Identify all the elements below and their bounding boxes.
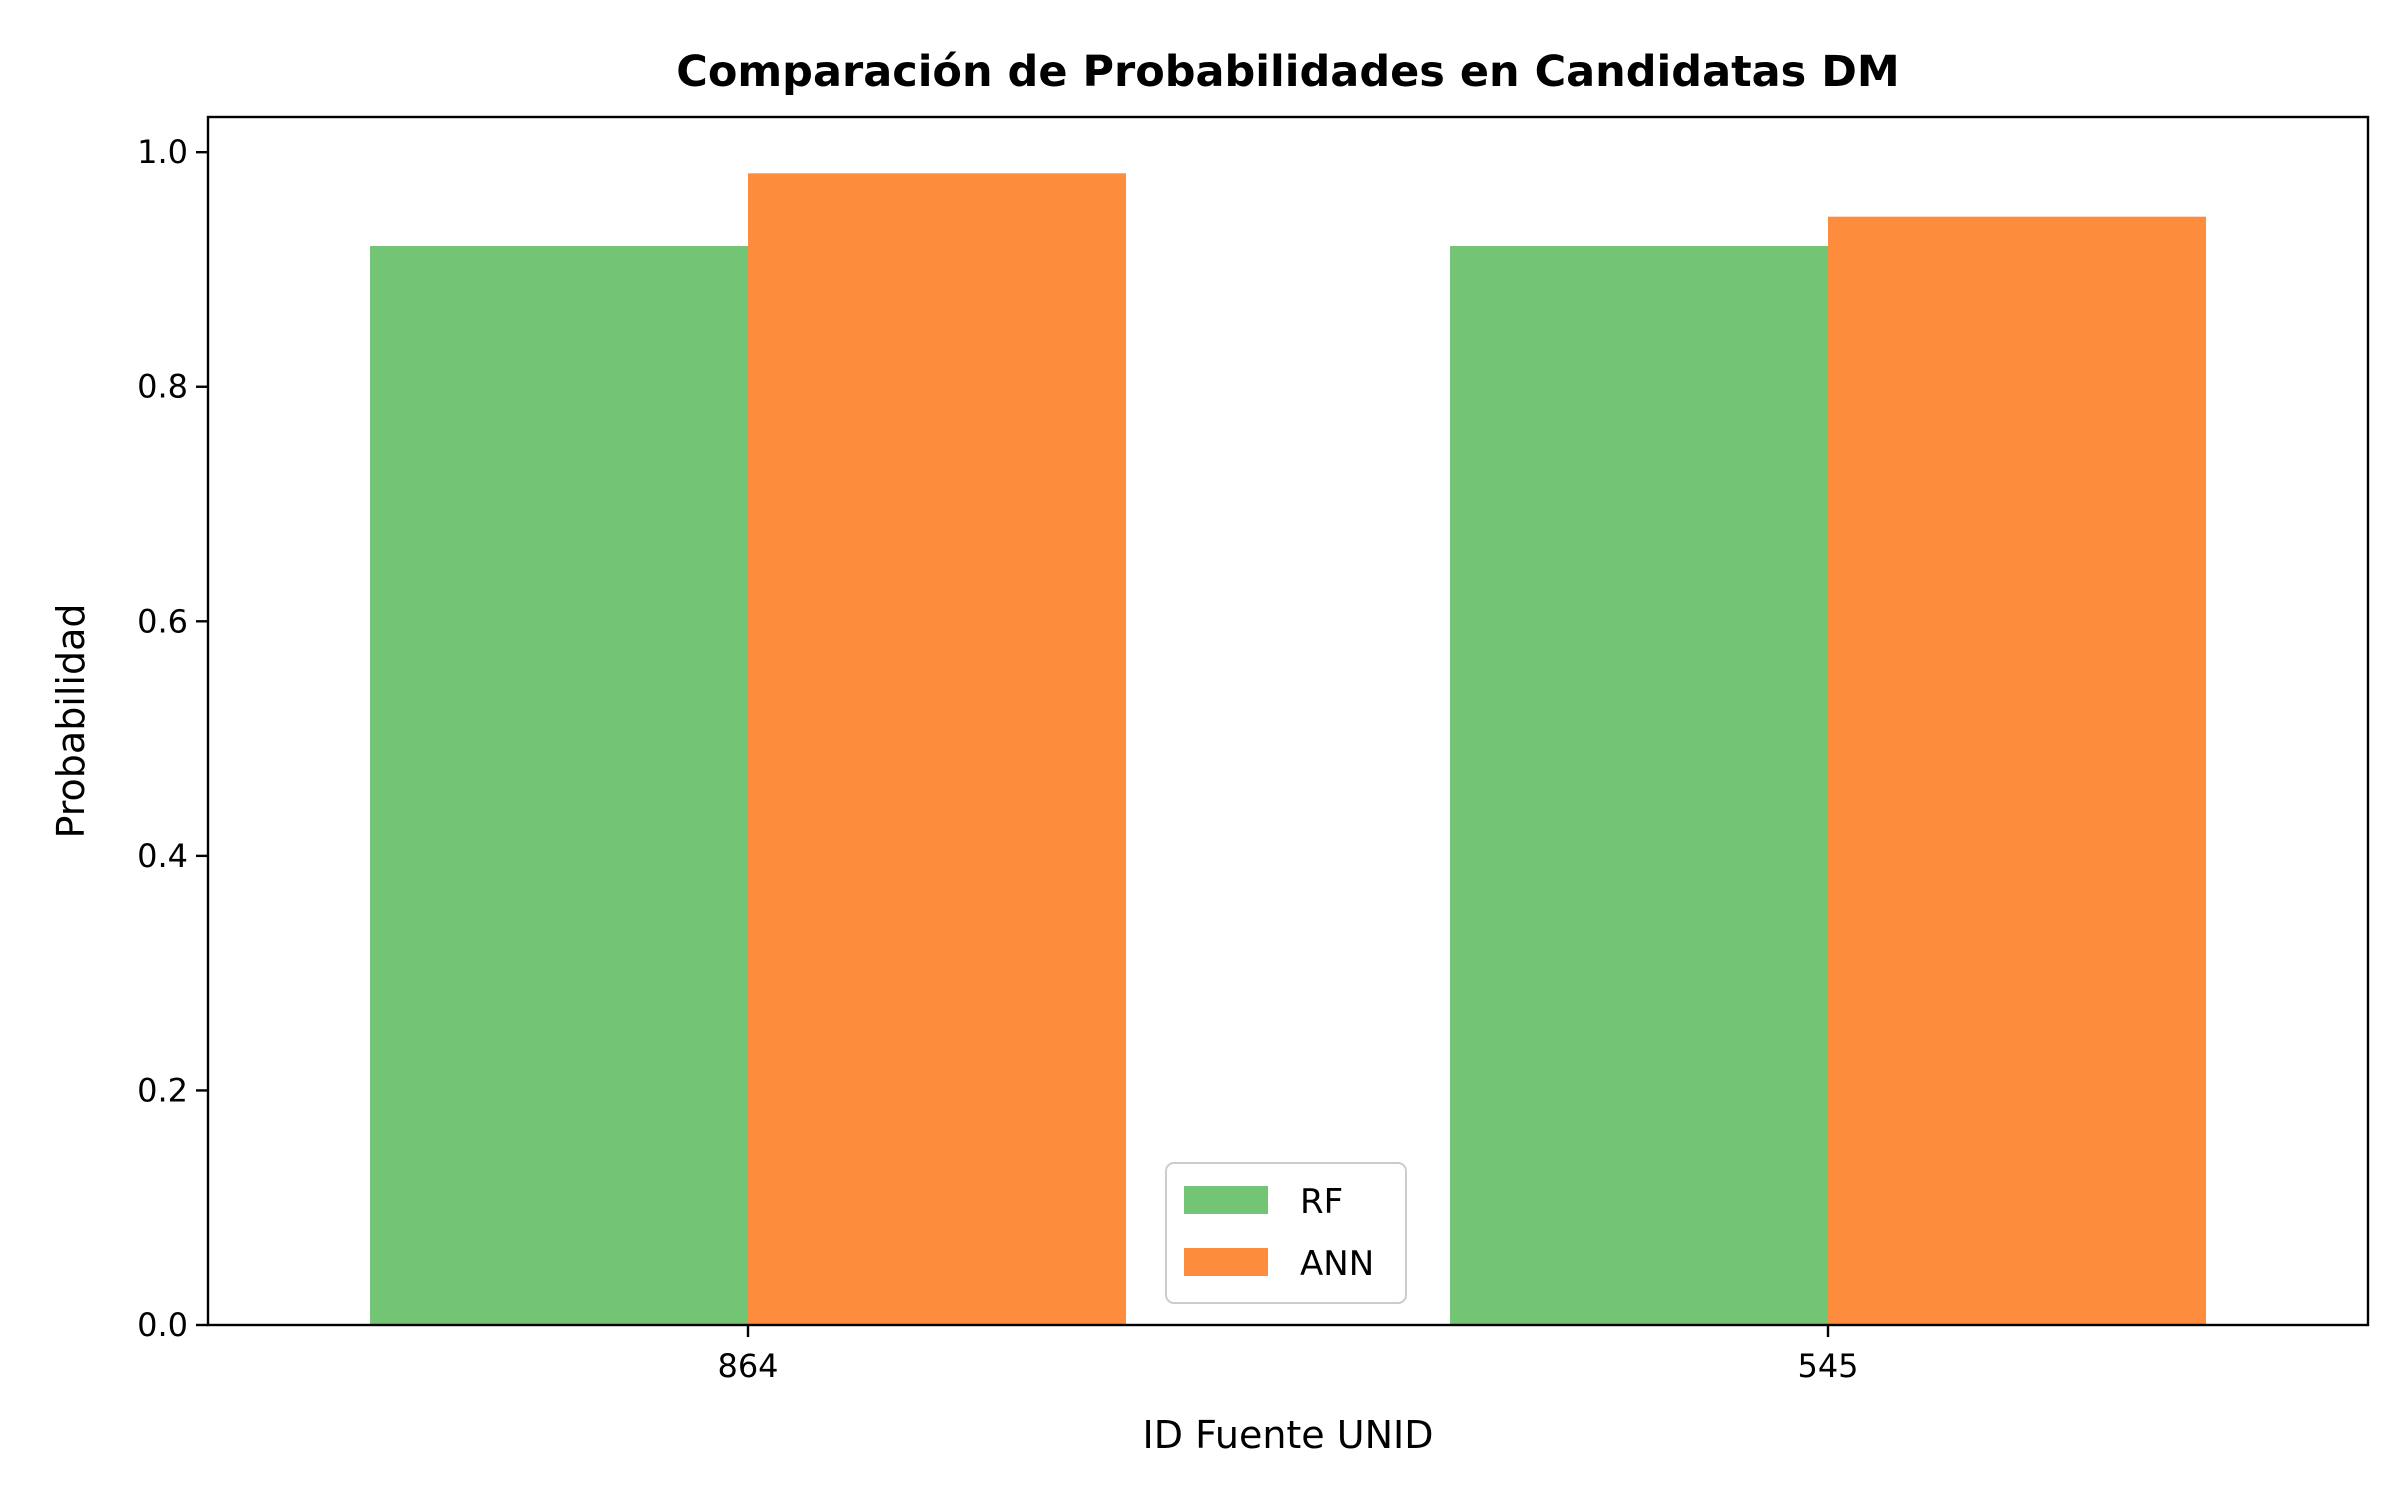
bar-rf-545 [1450,246,1828,1325]
legend-label-ann: ANN [1300,1244,1374,1284]
y-tick-label: 1.0 [137,133,188,171]
bars-group [370,173,2206,1325]
x-axis-label: ID Fuente UNID [1143,1413,1434,1457]
chart-title: Comparación de Probabilidades en Candida… [676,47,1899,97]
bar-rf-864 [370,246,748,1325]
legend-swatch-rf [1184,1186,1268,1214]
x-tick-label: 545 [1797,1347,1858,1385]
x-axis-ticks: 864 545 [717,1325,1859,1385]
y-tick-label: 0.8 [137,368,188,406]
plot-area-frame [206,115,2370,1327]
legend-swatch-ann [1184,1248,1268,1276]
legend-label-rf: RF [1300,1182,1343,1222]
y-axis-ticks: 0.0 0.2 0.4 0.6 0.8 1.0 [137,133,208,1344]
y-tick-label: 0.0 [137,1306,188,1344]
legend: RF ANN [1165,1162,1407,1304]
bar-ann-864 [748,173,1126,1325]
y-axis-label: Probabilidad [49,603,93,838]
y-tick-label: 0.2 [137,1071,188,1109]
x-tick-label: 864 [717,1347,778,1385]
y-tick-label: 0.4 [137,837,188,875]
bar-ann-545 [1828,216,2206,1325]
y-tick-label: 0.6 [137,602,188,640]
